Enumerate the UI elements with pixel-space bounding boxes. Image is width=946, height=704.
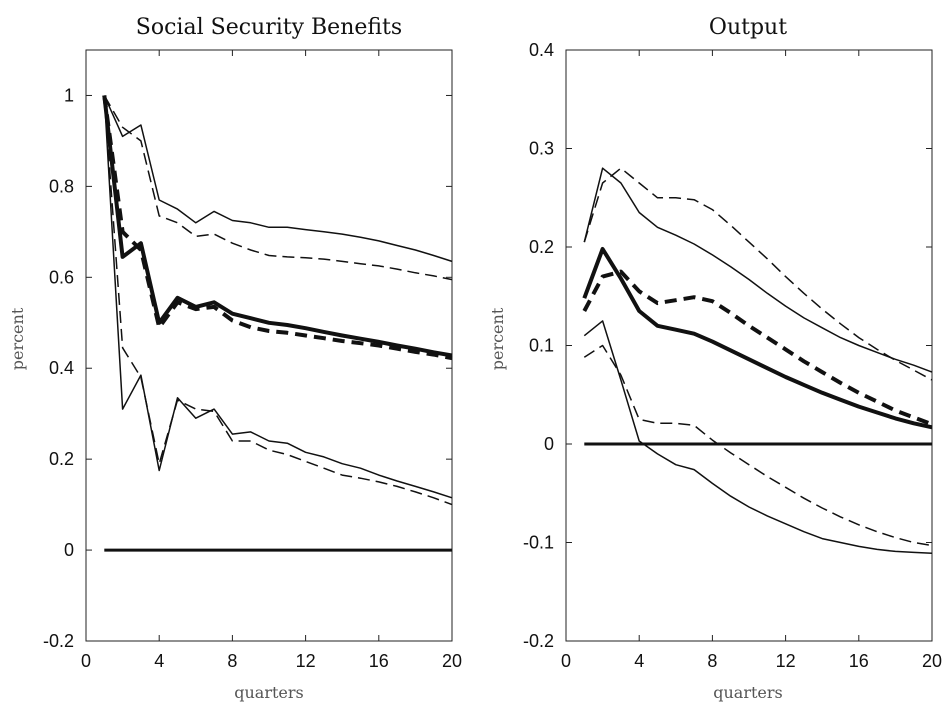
series-line-2 bbox=[102, 95, 453, 358]
series-line-0 bbox=[103, 95, 453, 263]
series-line-3 bbox=[582, 269, 933, 427]
series-line-5 bbox=[103, 95, 453, 506]
y-tick-label: 0.4 bbox=[529, 40, 554, 60]
y-tick-label: 0.8 bbox=[49, 176, 74, 196]
series-line-2 bbox=[582, 247, 933, 430]
y-tick-label: 0 bbox=[544, 434, 554, 454]
y-axis-label: percent bbox=[8, 307, 27, 370]
plot-area: 0 4 8 12 16 20 -0.2 -0.1 0 0.1 0.2 0.3 0.4 bbox=[523, 40, 942, 671]
y-tick-label: 0.6 bbox=[49, 267, 74, 287]
x-tick-label: 8 bbox=[227, 651, 237, 671]
chart-title: Output bbox=[709, 15, 787, 40]
series-line-1 bbox=[583, 167, 933, 381]
x-tick-label: 8 bbox=[707, 651, 717, 671]
series-line-1 bbox=[103, 95, 453, 281]
x-tick-label: 4 bbox=[154, 651, 164, 671]
x-tick-label: 20 bbox=[442, 651, 462, 671]
x-tick-label: 0 bbox=[561, 651, 571, 671]
y-tick-label: 0.1 bbox=[529, 336, 554, 356]
x-axis-label: quarters bbox=[234, 683, 304, 702]
y-axis-label: percent bbox=[488, 307, 507, 370]
y-tick-label: 0.3 bbox=[529, 139, 554, 159]
axes-frame bbox=[85, 49, 453, 642]
axes-frame bbox=[565, 49, 933, 642]
y-tick-label: -0.2 bbox=[523, 631, 554, 651]
series-line-4 bbox=[583, 320, 933, 555]
x-tick-label: 12 bbox=[296, 651, 316, 671]
panel-social-security-benefits: Social Security Benefits quarters percen… bbox=[8, 15, 462, 702]
y-tick-label: 0.2 bbox=[49, 449, 74, 469]
series-line-3 bbox=[102, 95, 453, 361]
x-tick-label: 0 bbox=[81, 651, 91, 671]
x-tick-label: 20 bbox=[922, 651, 942, 671]
y-tick-label: -0.2 bbox=[43, 631, 74, 651]
y-tick-label: 0.2 bbox=[529, 237, 554, 257]
chart-title: Social Security Benefits bbox=[136, 15, 402, 40]
series-line-5 bbox=[583, 344, 933, 547]
y-tick-label: 0 bbox=[64, 540, 74, 560]
x-tick-label: 12 bbox=[776, 651, 796, 671]
y-tick-label: -0.1 bbox=[523, 533, 554, 553]
x-tick-label: 4 bbox=[634, 651, 644, 671]
y-tick-label: 1 bbox=[64, 85, 74, 105]
plot-area: 0 4 8 12 16 20 -0.2 0 0.2 0.4 0.6 0.8 1 bbox=[43, 49, 462, 671]
x-axis-label: quarters bbox=[713, 683, 783, 702]
series-line-0 bbox=[583, 167, 933, 373]
x-tick-label: 16 bbox=[849, 651, 869, 671]
series-line-4 bbox=[103, 95, 453, 499]
x-tick-label: 16 bbox=[369, 651, 389, 671]
panel-output: Output quarters percent 0 4 8 12 16 20 -0.2 -0.… bbox=[488, 15, 942, 702]
y-tick-label: 0.4 bbox=[49, 358, 74, 378]
